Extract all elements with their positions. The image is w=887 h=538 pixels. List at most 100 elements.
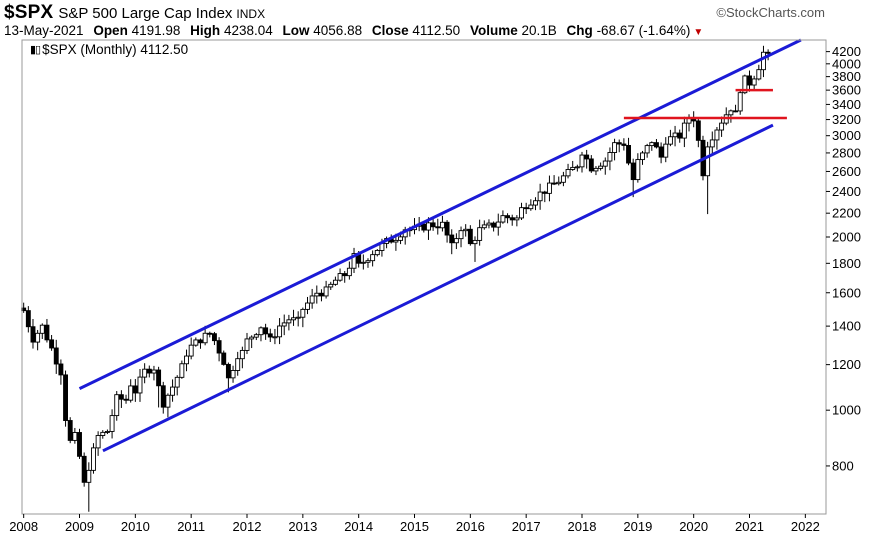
- candle-down: [44, 324, 50, 341]
- candle-up: [351, 253, 357, 269]
- candle-down: [211, 333, 217, 342]
- low-value: 4056.88: [313, 23, 363, 38]
- candle-up: [188, 344, 194, 357]
- candle-up: [570, 166, 576, 170]
- candle-down: [67, 420, 73, 441]
- candle-up: [365, 260, 371, 263]
- candles: [21, 45, 771, 512]
- brand-logo[interactable]: ©StockCharts.com: [716, 5, 825, 20]
- candle-down: [677, 132, 683, 139]
- candle-up: [458, 230, 464, 240]
- candle-down: [267, 333, 273, 338]
- y-axis: 800 1000 1200 1400 1600 1800 2000 2200 2400 2600 2…: [826, 44, 861, 473]
- candle-up: [165, 394, 171, 408]
- candle-up: [705, 146, 711, 177]
- x-tick-label: 2013: [288, 519, 317, 534]
- candle-down: [584, 154, 590, 160]
- candle-up: [495, 221, 501, 228]
- down-arrow-icon: ▼: [693, 27, 704, 38]
- candle-up: [114, 394, 120, 417]
- candle-down: [198, 339, 203, 344]
- candle-up: [374, 250, 380, 256]
- candle-down: [123, 398, 129, 401]
- x-axis: 2008 2009 2010 2011 2012 2013 2014 2015 2016 2017…: [9, 514, 820, 534]
- candle-up: [202, 332, 208, 344]
- candle-up: [128, 385, 134, 401]
- symbol[interactable]: $SPX: [4, 2, 54, 23]
- candle-up: [370, 254, 376, 262]
- candle-up: [514, 217, 520, 221]
- candle-down: [225, 363, 231, 379]
- x-tick-label: 2011: [177, 519, 205, 534]
- series-label-text: $SPX (Monthly) 4112.50: [42, 42, 189, 57]
- index-type: INDX: [236, 7, 266, 21]
- brand-name: StockCharts.com: [726, 5, 825, 20]
- candle-down: [77, 432, 82, 457]
- candle-down: [207, 332, 213, 335]
- index-name: S&P 500 Large Cap Index: [58, 5, 233, 22]
- candle-up: [761, 51, 766, 71]
- candle-down: [81, 455, 87, 483]
- candle-up: [305, 302, 310, 310]
- low-label: Low: [282, 23, 310, 38]
- candle-down: [118, 394, 124, 400]
- candle-down: [765, 51, 771, 54]
- trend-channel-line: [102, 123, 774, 453]
- high-label: High: [190, 23, 221, 38]
- candle-up: [667, 136, 673, 145]
- x-tick-label: 2008: [9, 519, 38, 534]
- candle-down: [588, 158, 594, 172]
- candle-up: [463, 228, 469, 232]
- quote-date: 13-May-2021: [4, 23, 84, 38]
- candle-down: [156, 369, 162, 387]
- candle-up: [142, 368, 148, 378]
- candle-down: [49, 339, 55, 349]
- plot-border: [21, 39, 827, 515]
- high-value: 4238.04: [223, 23, 273, 38]
- candle-up: [193, 339, 199, 346]
- candle-up: [607, 152, 613, 162]
- y-tick-label: 3600: [832, 83, 861, 98]
- candle-up: [360, 261, 366, 264]
- candle-up: [72, 432, 78, 441]
- y-tick-label: 2200: [832, 206, 861, 221]
- candle-up: [519, 207, 524, 219]
- x-tick-label: 2012: [233, 519, 262, 534]
- annotation-lines: [78, 38, 802, 453]
- candle-up: [709, 139, 715, 148]
- candle-up: [751, 78, 757, 86]
- candle-up: [681, 122, 687, 139]
- y-tick-label: 3400: [832, 97, 861, 112]
- candle-down: [146, 368, 152, 374]
- candle-down: [467, 228, 473, 245]
- y-tick-label: 1600: [832, 285, 861, 300]
- x-tick-label: 2010: [121, 519, 150, 534]
- candle-up: [235, 358, 241, 371]
- y-tick-label: 4000: [832, 56, 861, 71]
- candle-down: [630, 162, 636, 181]
- candle-up: [258, 327, 264, 336]
- y-tick-label: 2000: [832, 229, 861, 244]
- candle-up: [323, 286, 329, 297]
- candle-up: [719, 122, 725, 131]
- candle-up: [244, 338, 250, 351]
- open-label: Open: [93, 23, 128, 38]
- chart-frame: [21, 39, 827, 515]
- candle-down: [616, 142, 622, 145]
- candle-up: [309, 295, 315, 304]
- copyright-icon: ©: [716, 5, 727, 20]
- candle-up: [35, 332, 41, 343]
- candle-up: [714, 129, 720, 141]
- candle-up: [286, 319, 292, 324]
- candle-down: [132, 385, 138, 394]
- candle-up: [151, 369, 157, 374]
- candle-down: [342, 273, 348, 277]
- candle-up: [249, 336, 255, 340]
- candle-up: [137, 376, 143, 394]
- candle-up: [537, 191, 543, 202]
- candle-down: [421, 223, 427, 231]
- candle-down: [747, 75, 752, 86]
- candle-up: [281, 322, 287, 327]
- candle-up: [477, 227, 483, 241]
- candle-up: [649, 142, 655, 147]
